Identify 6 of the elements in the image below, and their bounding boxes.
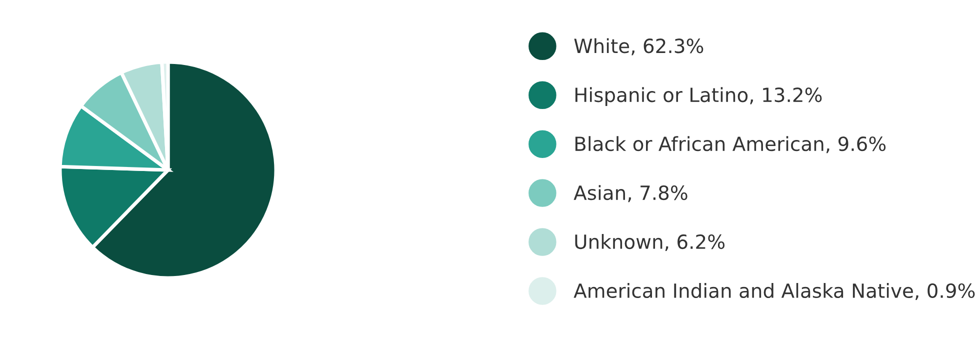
legend-label: Asian, 7.8% (574, 185, 688, 202)
legend-label: American Indian and Alaska Native, 0.9% (574, 282, 975, 300)
legend-label: Unknown, 6.2% (575, 234, 725, 252)
legend-label: Black or African American, 9.6% (575, 136, 886, 154)
legend-label: Hispanic or Latino, 13.2% (575, 87, 822, 106)
legend-label: White, 62.3% (574, 38, 704, 56)
